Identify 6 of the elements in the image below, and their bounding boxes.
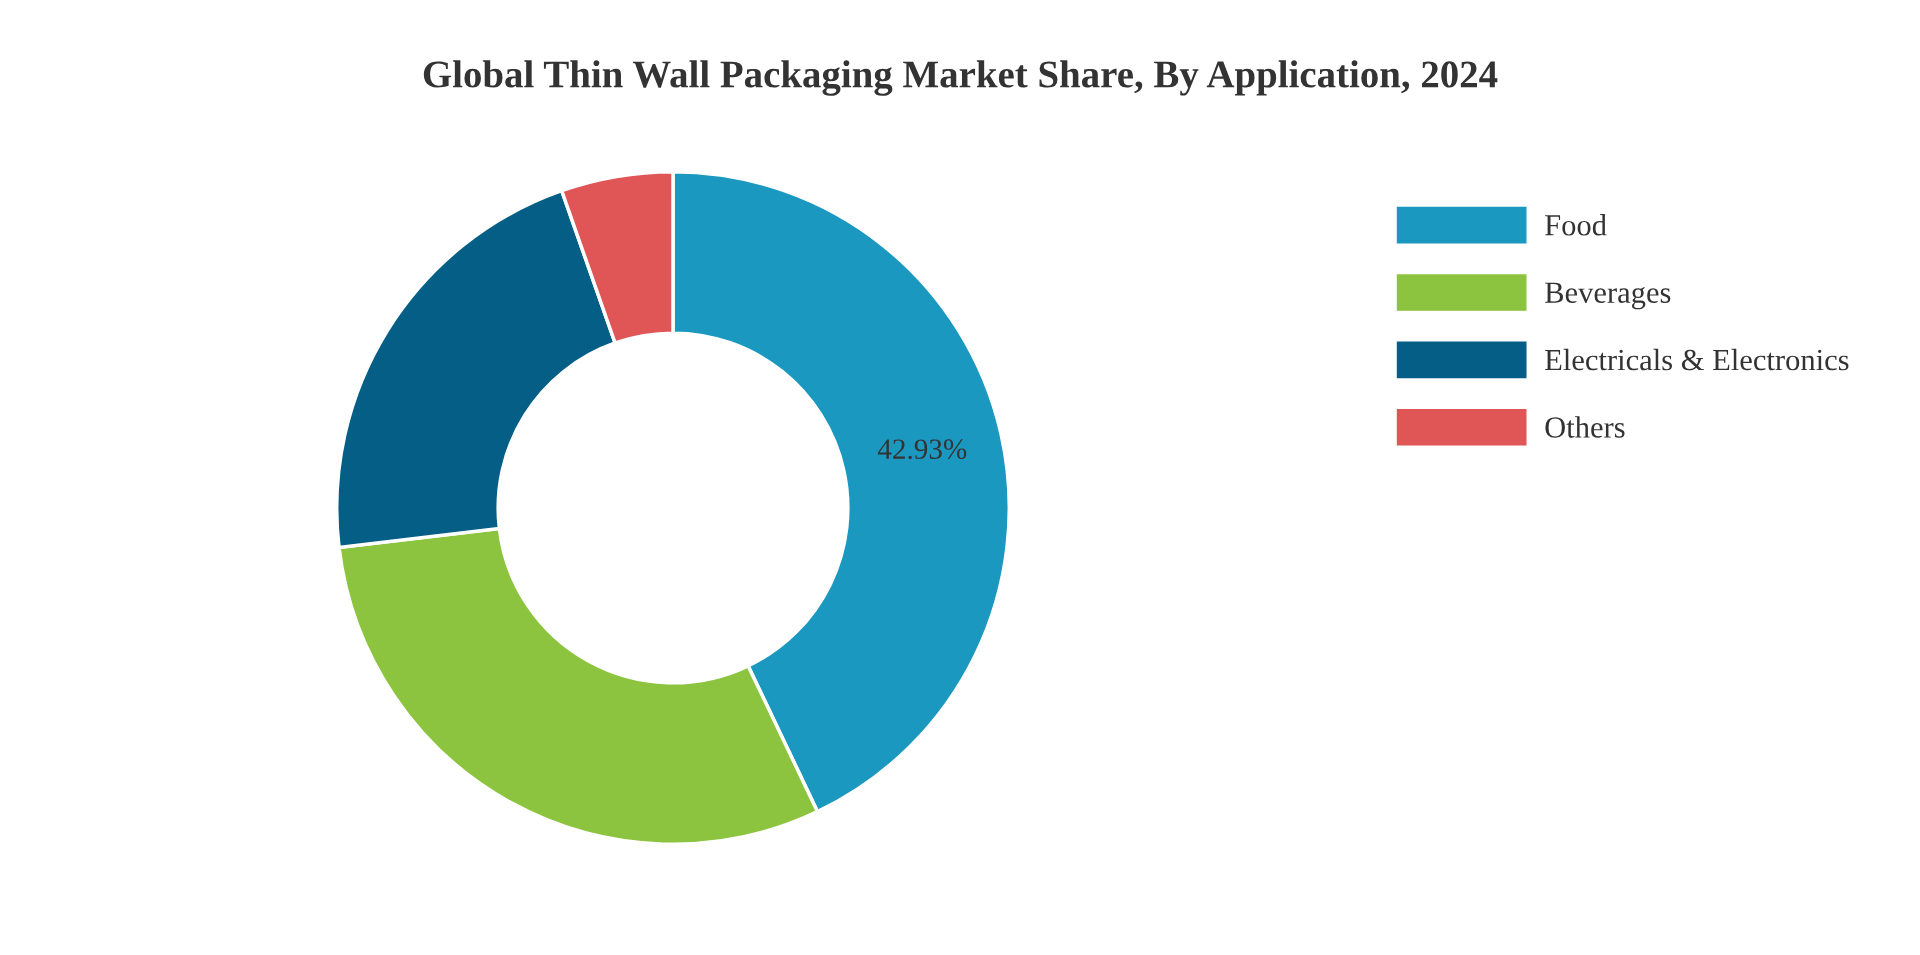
legend-label: Electricals & Electronics [1545, 348, 1849, 371]
legend-label: Food [1545, 214, 1607, 236]
data-label: 42.93% [877, 439, 967, 460]
chart-title: Global Thin Wall Packaging Market Share, By Application, 2024 [423, 60, 1498, 96]
legend-label: Beverages [1545, 282, 1671, 310]
legend-label: Others [1545, 416, 1625, 438]
